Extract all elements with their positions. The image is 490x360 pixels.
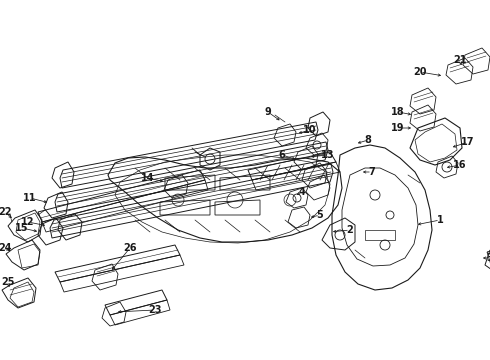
Text: 17: 17	[461, 137, 475, 147]
Text: 19: 19	[391, 123, 405, 133]
Text: 18: 18	[391, 107, 405, 117]
Text: 12: 12	[21, 217, 35, 227]
Text: 22: 22	[0, 207, 12, 217]
Text: 16: 16	[453, 160, 467, 170]
Text: 3: 3	[487, 253, 490, 263]
Text: 11: 11	[23, 193, 37, 203]
Text: 26: 26	[123, 243, 137, 253]
Text: 8: 8	[365, 135, 371, 145]
Text: 20: 20	[413, 67, 427, 77]
Text: 5: 5	[317, 210, 323, 220]
Text: 7: 7	[368, 167, 375, 177]
Text: 6: 6	[279, 150, 285, 160]
Text: 2: 2	[346, 225, 353, 235]
Text: 23: 23	[148, 305, 162, 315]
Text: 21: 21	[453, 55, 467, 65]
Text: 4: 4	[298, 187, 305, 197]
Text: 24: 24	[0, 243, 12, 253]
Text: 15: 15	[15, 223, 29, 233]
Text: 10: 10	[303, 125, 317, 135]
Text: 14: 14	[141, 173, 155, 183]
Text: 25: 25	[1, 277, 15, 287]
Text: 13: 13	[321, 150, 335, 160]
Text: 1: 1	[437, 215, 443, 225]
Text: 9: 9	[265, 107, 271, 117]
